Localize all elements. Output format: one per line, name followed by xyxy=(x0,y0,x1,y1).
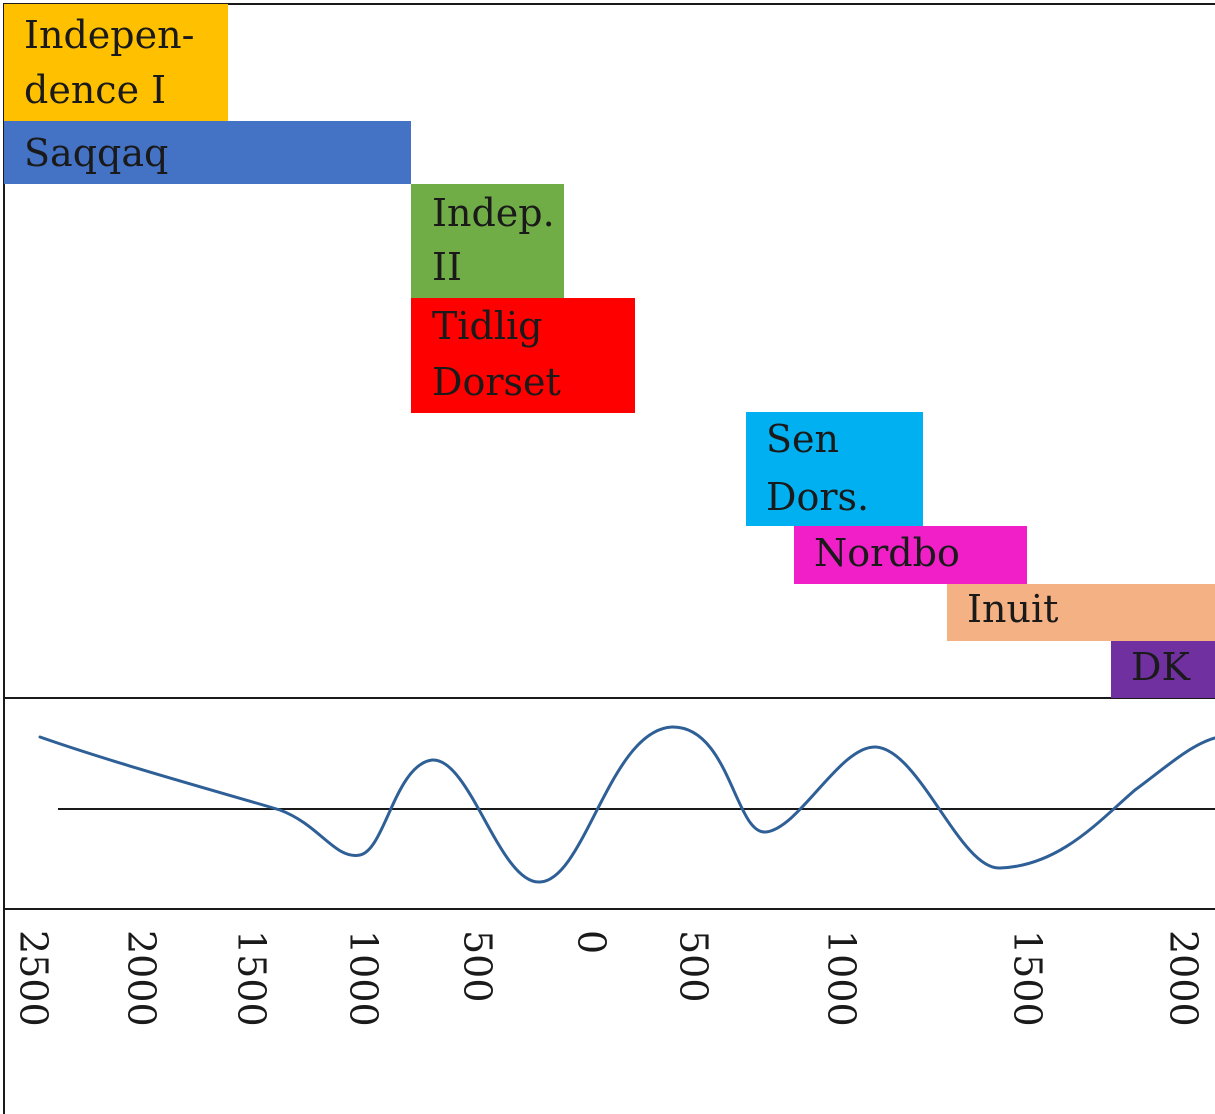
period-bar-sen-dors xyxy=(746,412,923,526)
period-bar-inuit xyxy=(947,584,1215,641)
period-sen-dors: Sen Dors. xyxy=(746,412,923,526)
period-bar-indep-ii xyxy=(411,184,564,298)
tick-label-1500-ad: 1500 xyxy=(1006,930,1050,1027)
time-axis: 2500 2000 1500 1000 500 0 500 1000 1500 … xyxy=(12,930,1206,1027)
anomaly-curve xyxy=(38,725,1215,884)
curve-panel xyxy=(38,725,1215,884)
period-saqqaq: Saqqaq xyxy=(4,121,411,184)
period-label-sen-dors-line-1: Sen xyxy=(766,417,839,461)
period-dk: DK xyxy=(1111,641,1215,698)
tick-label-2000-bc: 2000 xyxy=(120,930,164,1027)
tick-label-1000-bc: 1000 xyxy=(342,930,386,1027)
period-label-dk: DK xyxy=(1131,645,1190,689)
tick-label-0: 0 xyxy=(570,930,614,954)
period-independence-i: Indepen- dence I xyxy=(4,4,228,121)
period-bar-saqqaq xyxy=(4,121,411,184)
period-label-indep-ii-line-1: Indep. xyxy=(432,191,555,235)
period-bars: Indepen- dence I Saqqaq Indep. II Tidlig… xyxy=(4,4,1215,698)
tick-label-2000-ad: 2000 xyxy=(1162,930,1206,1027)
period-label-nordbo: Nordbo xyxy=(814,531,960,575)
period-label-inuit: Inuit xyxy=(967,587,1058,631)
period-bar-dk xyxy=(1111,641,1215,698)
period-label-indep-ii-line-2: II xyxy=(432,245,462,289)
tick-label-500-bc: 500 xyxy=(456,930,500,1003)
period-nordbo: Nordbo xyxy=(794,526,1027,584)
tick-label-1000-ad: 1000 xyxy=(820,930,864,1027)
period-label-tidlig-dorset-line-1: Tidlig xyxy=(432,304,542,348)
tick-label-2500-bc: 2500 xyxy=(12,930,56,1027)
period-bar-nordbo xyxy=(794,526,1027,584)
period-label-saqqaq: Saqqaq xyxy=(24,131,168,175)
period-bar-tidlig-dorset xyxy=(411,298,635,413)
period-tidlig-dorset: Tidlig Dorset xyxy=(411,298,635,413)
tick-label-1500-bc: 1500 xyxy=(230,930,274,1027)
period-label-sen-dors-line-2: Dors. xyxy=(766,475,869,519)
outer-frame xyxy=(3,3,1215,1114)
period-label-independence-i-line-2: dence I xyxy=(24,68,166,112)
tick-label-500-ad: 500 xyxy=(672,930,716,1003)
period-indep-ii: Indep. II xyxy=(411,184,564,298)
period-label-independence-i-line-1: Indepen- xyxy=(24,13,194,57)
period-inuit: Inuit xyxy=(947,584,1215,641)
period-bar-independence-i xyxy=(4,4,228,121)
period-label-tidlig-dorset-line-2: Dorset xyxy=(432,360,561,404)
